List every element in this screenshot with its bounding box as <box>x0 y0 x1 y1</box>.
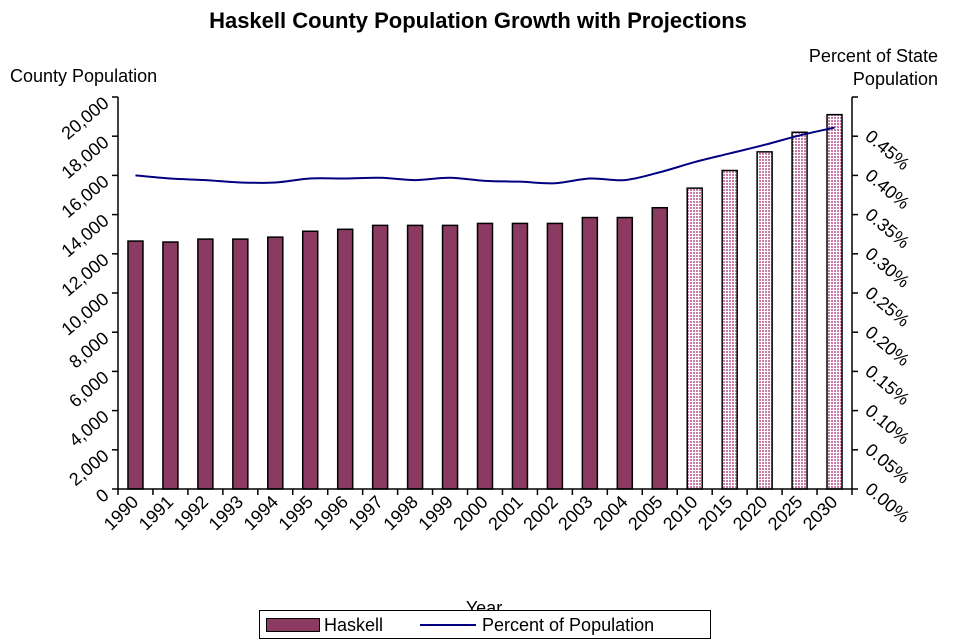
y-tick-label: 0 <box>92 485 113 507</box>
line-percent-of-population <box>135 126 835 185</box>
bar-1993 <box>232 238 249 490</box>
x-tick-label: 2020 <box>729 492 771 534</box>
bar-2001 <box>511 222 529 490</box>
line-group <box>135 126 835 185</box>
y2-tick-label: 0.30% <box>861 244 913 292</box>
bar-1991 <box>162 241 179 490</box>
bar-2000 <box>476 222 494 490</box>
y-tick-label: 14,000 <box>58 210 113 261</box>
y2-tick-label: 0.35% <box>861 204 913 252</box>
x-tick-label: 2015 <box>694 492 736 534</box>
bar-1997 <box>371 224 389 490</box>
x-tick-label: 2004 <box>589 492 631 534</box>
x-tick-label: 1999 <box>414 492 456 534</box>
legend-swatch-percent <box>420 624 476 626</box>
bar-1996 <box>336 228 354 490</box>
bar-2020 <box>756 151 773 490</box>
x-tick-label: 1994 <box>240 492 282 534</box>
x-tick-label: 2025 <box>764 492 806 534</box>
bar-1998 <box>406 224 424 490</box>
legend-swatch-haskell <box>266 618 320 632</box>
x-tick-label: 1993 <box>205 492 247 534</box>
y2-tick-label: 0.10% <box>861 400 913 448</box>
bars-group <box>127 113 843 490</box>
bar-2002 <box>546 222 564 490</box>
y-tick-label: 4,000 <box>65 406 112 450</box>
y2-tick-label: 0.05% <box>861 440 913 488</box>
y2-tick-label: 0.20% <box>861 322 913 370</box>
bar-1992 <box>197 238 214 490</box>
x-tick-label: 1991 <box>135 492 177 534</box>
y2-tick-label: 0.15% <box>861 361 913 409</box>
chart-title: Haskell County Population Growth with Pr… <box>209 8 747 33</box>
bar-2015 <box>721 169 738 490</box>
y2-ticks-group: 0.00%0.05%0.10%0.15%0.20%0.25%0.30%0.35%… <box>852 96 913 527</box>
bar-1995 <box>301 230 319 490</box>
x-tick-label: 1996 <box>310 492 352 534</box>
y2-tick-label: 0.00% <box>861 479 913 527</box>
x-tick-label: 2001 <box>484 492 526 534</box>
y-tick-label: 10,000 <box>58 289 113 340</box>
bar-2005 <box>651 206 669 490</box>
bar-1990 <box>127 240 144 490</box>
bar-2004 <box>616 216 634 490</box>
x-tick-label: 2030 <box>799 492 841 534</box>
y2-tick-label: 0.40% <box>861 165 913 213</box>
bar-2030 <box>826 113 843 490</box>
y2-tick-label: 0.45% <box>861 126 913 174</box>
y-tick-label: 6,000 <box>65 367 112 411</box>
x-ticks-group: 1990199119921993199419951996199719981999… <box>100 489 853 534</box>
bar-1994 <box>267 236 284 490</box>
y-tick-label: 16,000 <box>58 171 113 222</box>
x-tick-label: 2005 <box>624 492 666 534</box>
x-tick-label: 2003 <box>554 492 596 534</box>
y2-tick-label: 0.25% <box>861 283 913 331</box>
x-tick-label: 2010 <box>659 492 701 534</box>
legend-label-haskell: Haskell <box>324 615 384 635</box>
y-tick-label: 12,000 <box>58 250 113 301</box>
x-tick-label: 2000 <box>449 492 491 534</box>
y-tick-label: 18,000 <box>58 132 113 183</box>
x-tick-label: 1995 <box>275 492 317 534</box>
x-tick-label: 2002 <box>519 492 561 534</box>
legend-html: Haskell Percent of Population <box>259 610 711 639</box>
y-tick-label: 20,000 <box>58 93 113 144</box>
bar-2025 <box>791 131 808 490</box>
x-tick-label: 1992 <box>170 492 212 534</box>
y2-axis-label-line1: Percent of State <box>809 46 938 66</box>
y2-axis-label-line2: Population <box>853 69 938 89</box>
legend-label-percent: Percent of Population <box>482 615 655 635</box>
y-axis-label: County Population <box>10 66 157 86</box>
bar-1999 <box>441 224 459 490</box>
y-ticks-group: 02,0004,0006,0008,00010,00012,00014,0001… <box>58 93 118 507</box>
x-tick-label: 1997 <box>345 492 387 534</box>
bar-2010 <box>686 187 703 490</box>
bar-2003 <box>581 216 599 490</box>
y-tick-label: 2,000 <box>65 446 112 490</box>
x-tick-label: 1998 <box>379 492 421 534</box>
